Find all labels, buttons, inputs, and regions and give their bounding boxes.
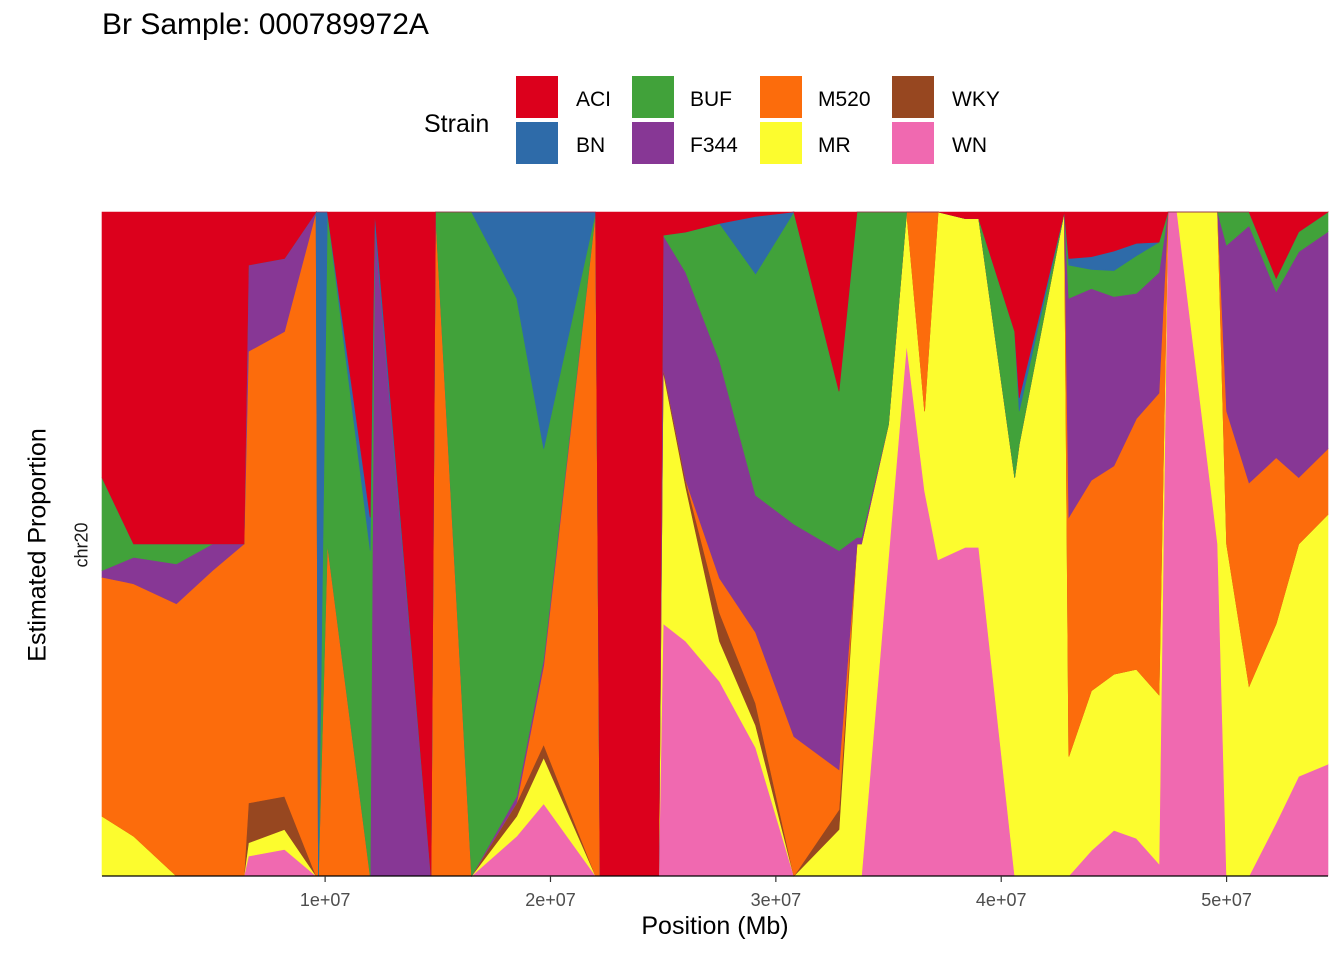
x-tick-label: 4e+07: [976, 890, 1027, 910]
x-tick-label: 2e+07: [525, 890, 576, 910]
legend-key-f344: [632, 122, 674, 164]
chart-title: Br Sample: 000789972A: [102, 8, 429, 41]
legend-key-buf: [632, 76, 674, 118]
legend-label-m520: M520: [818, 88, 871, 111]
x-axis-label: Position (Mb): [641, 912, 789, 940]
x-tick-label: 5e+07: [1201, 890, 1252, 910]
legend-key-wn: [892, 122, 934, 164]
legend-key-aci: [516, 76, 558, 118]
legend-key-bn: [516, 122, 558, 164]
legend-key-mr: [760, 122, 802, 164]
legend-label-wn: WN: [952, 134, 987, 157]
x-tick-label: 1e+07: [300, 890, 351, 910]
legend-key-m520: [760, 76, 802, 118]
legend-key-wky: [892, 76, 934, 118]
legend-title: Strain: [424, 110, 490, 138]
legend-label-mr: MR: [818, 134, 851, 157]
legend-label-wky: WKY: [952, 88, 1000, 111]
x-ticks: 1e+07 2e+07 3e+07 4e+07 5e+07: [300, 876, 1252, 910]
x-tick-label: 3e+07: [751, 890, 802, 910]
area-aci: [101, 211, 1329, 877]
legend-label-bn: BN: [576, 134, 606, 157]
legend-label-f344: F344: [690, 134, 738, 157]
legend-label-buf: BUF: [690, 88, 732, 111]
area-layers: [101, 211, 1329, 878]
legend-label-aci: ACI: [576, 88, 612, 111]
